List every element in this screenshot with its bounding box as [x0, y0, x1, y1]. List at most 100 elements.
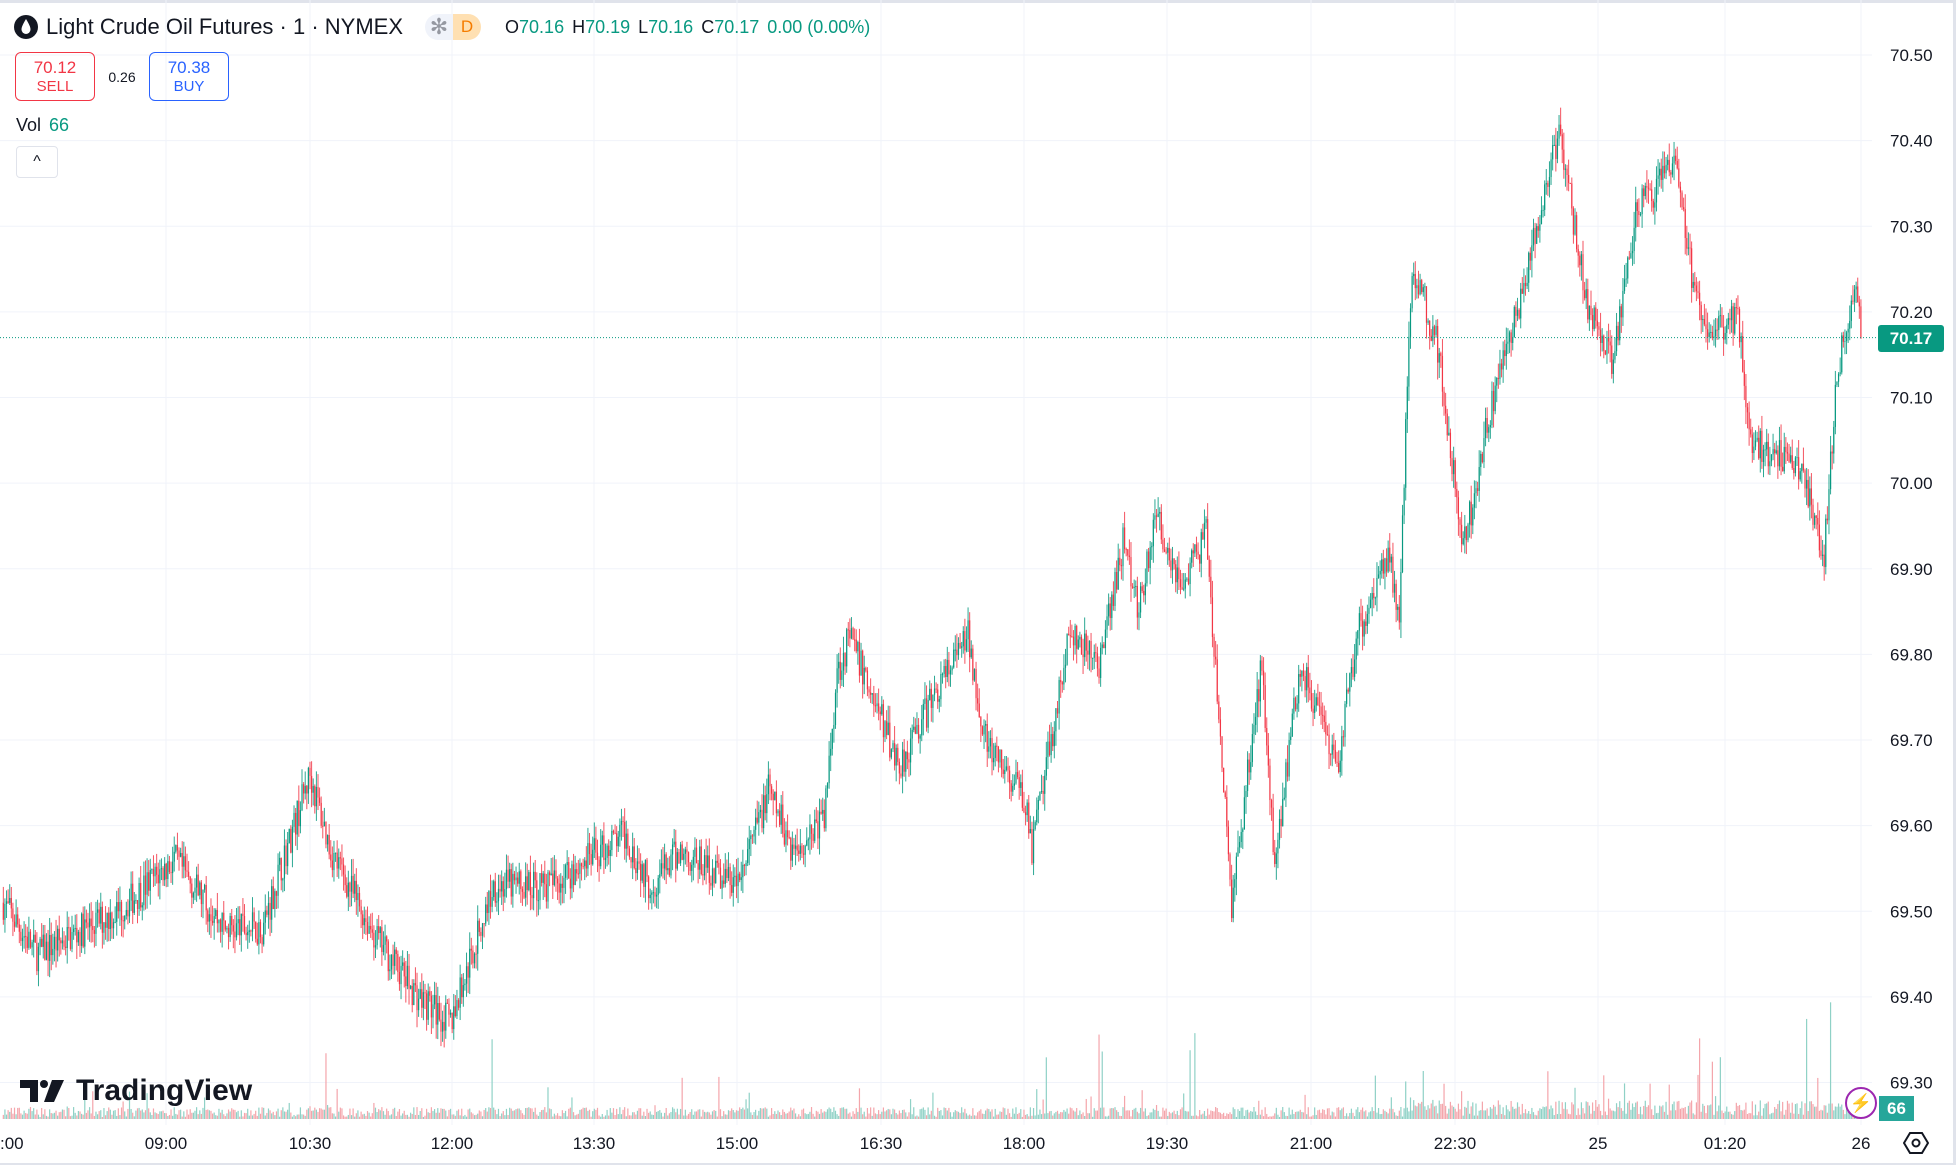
volume-bar	[1783, 1114, 1785, 1119]
candle-body	[493, 881, 495, 898]
volume-bar	[657, 1111, 659, 1119]
candle-body	[638, 861, 640, 864]
candle-body	[1583, 290, 1586, 299]
volume-bar	[638, 1108, 640, 1119]
volume-bar	[1306, 1114, 1308, 1119]
candle-body	[1443, 391, 1445, 406]
candle-body	[239, 919, 241, 936]
volume-bar	[596, 1107, 599, 1119]
volume-bar	[796, 1116, 798, 1119]
tradingview-logo[interactable]: TradingView	[20, 1074, 252, 1108]
candle-body	[116, 902, 118, 922]
volume-bar	[815, 1110, 817, 1119]
candle-body	[878, 703, 880, 712]
volume-bar	[710, 1114, 712, 1119]
volume-bar	[2, 1114, 4, 1119]
candle-body	[1160, 511, 1162, 540]
volume-bar	[215, 1115, 217, 1119]
volume-bar	[1387, 1113, 1389, 1119]
candle-body	[1657, 175, 1659, 179]
lightning-icon[interactable]: ⚡	[1845, 1087, 1877, 1119]
settings-icon[interactable]	[1903, 1130, 1929, 1156]
volume-bar	[699, 1109, 701, 1119]
candle-body	[930, 688, 932, 708]
volume-bar	[1191, 1115, 1193, 1119]
candle-body	[1282, 799, 1284, 827]
volume-bar	[304, 1115, 306, 1119]
volume-bar	[580, 1109, 583, 1119]
candle-body	[1646, 186, 1648, 188]
volume-bar	[310, 1110, 313, 1119]
volume-bar	[1143, 1111, 1145, 1119]
candle-body	[1852, 300, 1854, 302]
candle-body	[1828, 489, 1830, 521]
volume-bar	[1437, 1113, 1439, 1119]
volume-bar	[478, 1110, 480, 1119]
candle-body	[1021, 782, 1023, 808]
candle-body	[1178, 567, 1180, 580]
candle-body	[940, 674, 942, 700]
candle-body	[1531, 245, 1533, 261]
volume-bar	[1644, 1100, 1646, 1119]
candle-body	[502, 881, 504, 897]
candle-body	[140, 882, 142, 908]
candle-body	[1433, 326, 1436, 335]
candle-body	[283, 845, 286, 879]
candle-body	[1512, 337, 1514, 343]
candle-body	[1635, 202, 1637, 228]
volume-bar	[1534, 1114, 1536, 1119]
candle-body	[953, 649, 955, 668]
candle-body	[127, 909, 129, 917]
candle-body	[1060, 680, 1062, 683]
candle-body	[611, 830, 613, 850]
volume-bar	[1761, 1115, 1763, 1119]
candle-body	[1606, 337, 1608, 355]
volume-bar	[1114, 1107, 1116, 1119]
candle-body	[1095, 652, 1097, 654]
candle-body	[1393, 583, 1396, 593]
volume-bar	[1497, 1100, 1499, 1119]
volume-bar	[1005, 1114, 1007, 1119]
volume-bar	[951, 1116, 953, 1119]
volume-bar	[1620, 1108, 1622, 1119]
candle-body	[854, 639, 856, 641]
volume-bar	[579, 1109, 581, 1119]
market-status-badge[interactable]: ✻ D	[425, 14, 482, 40]
volume-bar	[1513, 1108, 1515, 1119]
candle-body	[1507, 341, 1509, 344]
volume-bar	[339, 1107, 341, 1119]
volume-label: Vol	[16, 115, 42, 135]
candle-body	[1641, 188, 1643, 215]
volume-bar	[128, 1091, 131, 1119]
sell-button[interactable]: 70.12 SELL	[15, 52, 95, 101]
volume-bar	[1013, 1113, 1015, 1119]
candle-body	[620, 820, 623, 825]
candle-body	[1785, 446, 1787, 453]
collapse-legend-button[interactable]: ^	[16, 146, 58, 178]
candle-body	[1133, 586, 1135, 588]
volume-bar	[1411, 1110, 1413, 1119]
candle-body	[507, 869, 509, 882]
volume-bar	[29, 1107, 32, 1119]
volume-bar	[253, 1113, 255, 1119]
candle-body	[1165, 551, 1167, 553]
candle-body	[595, 838, 597, 853]
volume-bar	[173, 1107, 175, 1119]
symbol-title[interactable]: Light Crude Oil Futures · 1 · NYMEX	[46, 14, 404, 39]
volume-bar	[809, 1111, 811, 1119]
volume-bar	[371, 1113, 373, 1119]
volume-bar	[822, 1112, 824, 1119]
candle-body	[1382, 559, 1384, 574]
volume-bar	[282, 1107, 284, 1119]
candle-body	[897, 747, 899, 762]
candle-body	[553, 870, 555, 886]
volume-bar	[1101, 1051, 1103, 1119]
buy-button[interactable]: 70.38 BUY	[149, 52, 229, 101]
volume-bar	[438, 1112, 440, 1119]
volume-bar	[584, 1107, 586, 1119]
candle-body	[796, 845, 798, 851]
volume-bar	[798, 1114, 800, 1119]
candle-body	[31, 942, 33, 948]
candle-body	[1515, 306, 1517, 316]
